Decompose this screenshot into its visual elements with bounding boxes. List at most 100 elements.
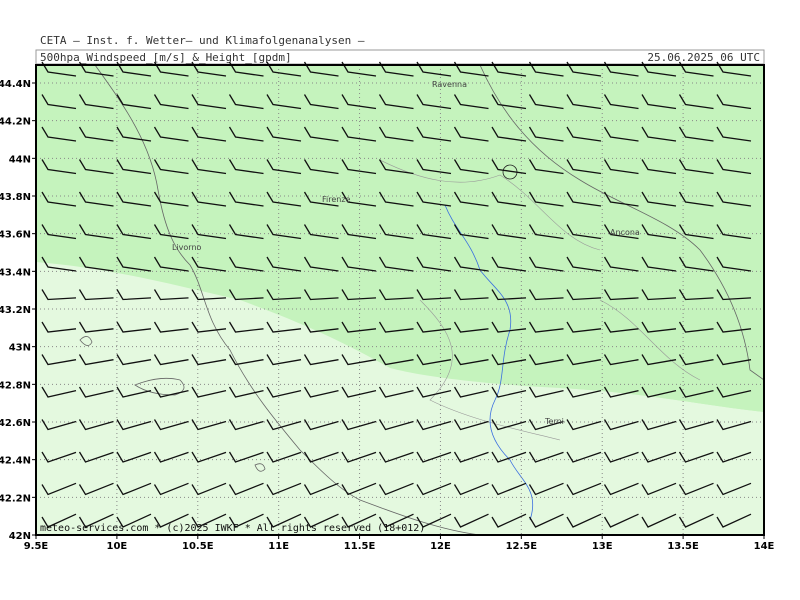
wind-barb xyxy=(341,224,377,240)
wind-barb xyxy=(603,482,639,496)
wind-barb xyxy=(78,159,114,175)
wind-barb xyxy=(641,513,677,528)
lat-tick-label: 42N xyxy=(9,531,31,542)
city-label: Ravenna xyxy=(432,80,467,89)
wind-barb xyxy=(153,419,189,431)
wind-barb xyxy=(528,354,564,366)
wind-barb xyxy=(416,513,452,528)
wind-barb xyxy=(716,289,752,301)
wind-barb xyxy=(191,159,227,175)
wind-barb xyxy=(378,94,414,110)
wind-barb xyxy=(603,451,639,463)
valid-time: 25.06.2025 06 UTC xyxy=(647,51,760,64)
wind-barb xyxy=(266,191,302,207)
coast-west xyxy=(94,64,481,536)
wind-barb xyxy=(341,386,377,398)
islands xyxy=(79,336,266,472)
wind-barb xyxy=(153,94,189,110)
wind-barb xyxy=(41,159,77,175)
wind-barb xyxy=(678,482,714,496)
wind-barb xyxy=(228,224,264,240)
wind-barb xyxy=(641,482,677,496)
wind-barb xyxy=(416,224,452,240)
wind-barb xyxy=(491,224,527,240)
wind-barb xyxy=(416,256,452,272)
wind-barb xyxy=(378,321,414,333)
institute: CETA — Inst. f. Wetter— und Klimafolgena… xyxy=(40,34,365,47)
wind-barb xyxy=(41,386,77,398)
wind-barb xyxy=(378,256,414,272)
lon-tick-label: 11.5E xyxy=(344,541,376,552)
wind-barb xyxy=(416,321,452,333)
wind-barb xyxy=(303,419,339,431)
wind-barb xyxy=(116,191,152,207)
lat-tick-label: 43.4N xyxy=(0,267,31,278)
wind-barb xyxy=(341,289,377,301)
wind-barb xyxy=(678,419,714,431)
wind-barb xyxy=(191,513,227,528)
wind-barb xyxy=(116,451,152,463)
wind-barb xyxy=(566,256,602,272)
wind-barb xyxy=(641,159,677,175)
wind-barb xyxy=(566,191,602,207)
wind-barb xyxy=(116,256,152,272)
wind-barb xyxy=(191,451,227,463)
wind-barbs xyxy=(41,61,752,528)
wind-barb xyxy=(78,256,114,272)
wind-barb xyxy=(341,321,377,333)
wind-barb xyxy=(41,354,77,366)
wind-barb xyxy=(266,94,302,110)
wind-barb xyxy=(303,94,339,110)
lon-tick-label: 12.5E xyxy=(506,541,538,552)
wind-barb xyxy=(341,513,377,528)
wind-barb xyxy=(116,482,152,496)
wind-barb xyxy=(191,256,227,272)
wind-barb xyxy=(716,513,752,528)
wind-barb xyxy=(153,289,189,301)
wind-barb xyxy=(528,513,564,528)
wind-barb xyxy=(153,256,189,272)
wind-barb xyxy=(116,159,152,175)
lat-tick-label: 43.8N xyxy=(0,192,31,203)
wind-barb xyxy=(228,419,264,431)
wind-barb xyxy=(678,513,714,528)
wind-barb xyxy=(566,159,602,175)
wind-barb xyxy=(416,354,452,366)
wind-barb xyxy=(378,386,414,398)
wind-barb xyxy=(641,321,677,333)
wind-barb xyxy=(116,386,152,398)
wind-barb xyxy=(678,159,714,175)
wind-barb xyxy=(153,354,189,366)
wind-barb xyxy=(716,451,752,463)
wind-barb xyxy=(266,256,302,272)
wind-barb xyxy=(641,419,677,431)
wind-barb xyxy=(153,159,189,175)
wind-barb xyxy=(341,126,377,142)
lon-tick-label: 13E xyxy=(592,541,613,552)
wind-barb xyxy=(303,386,339,398)
lat-tick-label: 44N xyxy=(9,154,31,165)
wind-barb xyxy=(41,321,77,333)
wind-barb xyxy=(41,94,77,110)
plot-area: Ravenna Firenze Livorno Ancona Terni met… xyxy=(35,61,765,536)
wind-barb xyxy=(528,94,564,110)
wind-barb xyxy=(453,354,489,366)
city-label: Firenze xyxy=(322,195,351,204)
wind-barb xyxy=(228,482,264,496)
wind-barb xyxy=(491,159,527,175)
wind-barb xyxy=(341,482,377,496)
wind-barb xyxy=(378,191,414,207)
wind-barb xyxy=(78,321,114,333)
wind-barb xyxy=(491,482,527,496)
wind-barb xyxy=(78,224,114,240)
lat-tick-label: 43N xyxy=(9,343,31,354)
copyright: meteo-services.com * (c)2025 IWKF * All … xyxy=(40,523,425,534)
lat-tick-label: 43.6N xyxy=(0,230,31,241)
wind-barb xyxy=(116,289,152,301)
wind-barb xyxy=(416,482,452,496)
wind-barb xyxy=(41,256,77,272)
wind-barb xyxy=(78,386,114,398)
wind-barb xyxy=(191,191,227,207)
wind-barb xyxy=(716,126,752,142)
